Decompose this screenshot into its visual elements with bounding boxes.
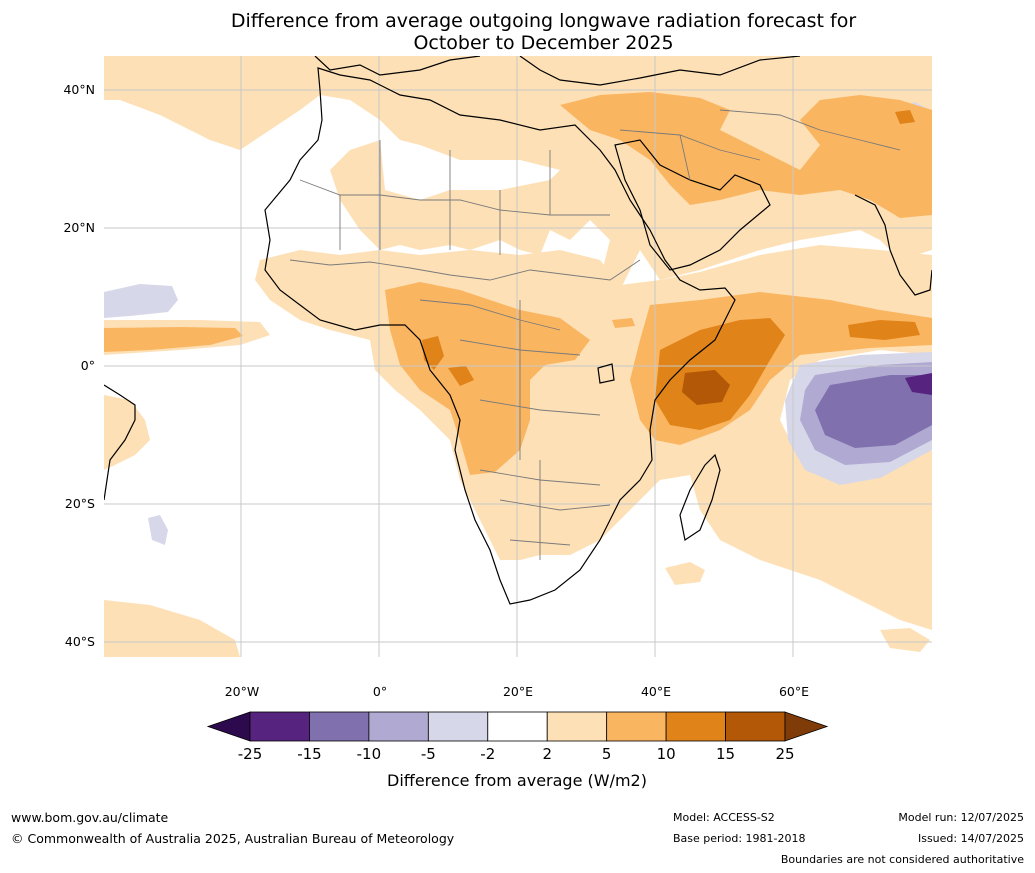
south-atlantic-region [104, 600, 240, 657]
india-coastline [854, 194, 932, 296]
indian-ocean-negative-core [815, 375, 932, 448]
gulf-positive [612, 318, 635, 328]
coastlines [104, 56, 932, 605]
colorbar-segment [725, 711, 786, 742]
lake-victoria [597, 363, 615, 384]
borders-central-africa [419, 299, 601, 460]
latitude-labels: 40°N 20°N 0° 20°S 40°S [63, 82, 95, 649]
footer-model: Model: ACCESS-S2 [673, 811, 775, 824]
arabia-coastline [614, 139, 771, 271]
europe-coastline [314, 56, 801, 86]
south-atlantic-negative [148, 515, 168, 545]
colorbar-tick-label: 2 [542, 745, 552, 763]
chart-title: Difference from average outgoing longwav… [0, 10, 1035, 54]
congo-core-positive [448, 366, 474, 386]
lat-label-20s: 20°S [65, 496, 95, 511]
colorbar-tick-label: 5 [602, 745, 612, 763]
horn-of-africa-peak [682, 370, 730, 405]
title-line-2: October to December 2025 [413, 32, 674, 54]
southern-blob [880, 628, 930, 652]
footer-disclaimer: Boundaries are not considered authoritat… [780, 853, 1024, 866]
colorbar-tick-label: 15 [716, 745, 735, 763]
colorbar-segment [546, 711, 608, 742]
colorbar-tick-label: -5 [421, 745, 436, 763]
footer-base-period: Base period: 1981-2018 [673, 832, 806, 845]
atlantic-positive-band [104, 327, 243, 352]
colorbar-segment [606, 711, 667, 742]
country-borders [289, 109, 901, 560]
colorbar-tick-label: -15 [297, 745, 322, 763]
colorbar-segment [487, 711, 548, 742]
lon-label-60e: 60°E [779, 684, 809, 699]
south-indian-blob [665, 562, 705, 585]
tibet-positive [895, 110, 915, 124]
colorbar-segment [249, 711, 310, 742]
footer-copyright: © Commonwealth of Australia 2025, Austra… [11, 831, 455, 846]
colorbar-tick-label: -25 [238, 745, 263, 763]
colorbar-segment [309, 711, 370, 742]
lat-label-equator: 0° [81, 358, 95, 373]
lon-label-20w: 20°W [225, 684, 260, 699]
madagascar-coastline [679, 453, 721, 541]
lat-label-40s: 40°S [65, 634, 95, 649]
borders-southern-africa [479, 460, 611, 560]
borders-middle-east [619, 109, 901, 181]
anomaly-10-to-15-regions [422, 110, 920, 430]
lon-label-40e: 40°E [641, 684, 671, 699]
colorbar: -25 -15 -10 -5 -2 2 5 10 15 25 [206, 711, 829, 763]
south-america-coastline [104, 384, 136, 501]
colorbar-title: Difference from average (W/m2) [387, 771, 647, 790]
colorbar-segment [368, 711, 429, 742]
colorbar-tick-label: -10 [357, 745, 382, 763]
indian-ocean-negative-peak [905, 373, 932, 395]
borders-sahel [289, 259, 641, 281]
congo-positive [385, 282, 590, 475]
colorbar-extend-high [784, 711, 829, 742]
colorbar-tick-label: -2 [480, 745, 495, 763]
arabian-sea-positive [848, 320, 920, 340]
middle-east-positive [560, 92, 932, 218]
colorbar-segment [427, 711, 489, 742]
africa-coastline [264, 67, 736, 605]
colorbar-extend-low [206, 711, 251, 742]
lat-label-40n: 40°N [63, 82, 95, 97]
graticule [104, 56, 932, 657]
map-area [104, 56, 932, 657]
title-line-1: Difference from average outgoing longwav… [230, 10, 857, 32]
somalia-positive [655, 318, 785, 430]
footer-url[interactable]: www.bom.gov.au/climate [11, 810, 169, 825]
lon-label-20e: 20°E [503, 684, 533, 699]
colorbar-segment [665, 711, 726, 742]
colorbar-tick-label: 10 [657, 745, 676, 763]
lat-label-20n: 20°N [63, 220, 95, 235]
lon-label-0: 0° [373, 684, 387, 699]
borders-north-africa [299, 140, 610, 255]
south-america-east-region [104, 395, 150, 470]
footer-model-run: Model run: 12/07/2025 [898, 811, 1024, 824]
footer-issued: Issued: 14/07/2025 [917, 832, 1024, 845]
colorbar-tick-label: 25 [775, 745, 794, 763]
longitude-labels: 20°W 0° 20°E 40°E 60°E [225, 684, 809, 699]
tropical-atlantic-negative [104, 284, 178, 318]
